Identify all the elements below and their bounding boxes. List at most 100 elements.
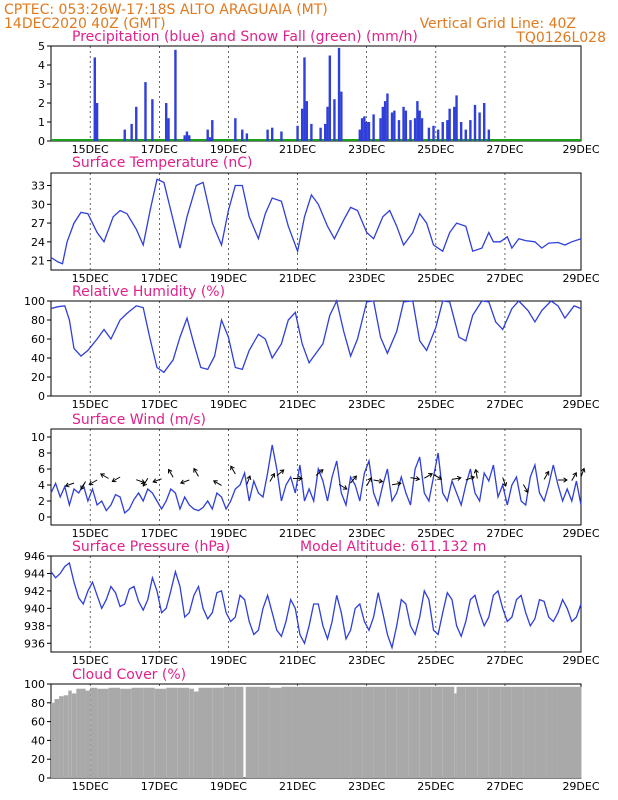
wind-arrow-head bbox=[230, 465, 235, 471]
precip-bar bbox=[280, 131, 283, 141]
date-tick-label: 17DEC bbox=[141, 527, 178, 540]
wind-arrow-head bbox=[524, 488, 529, 494]
header: CPTEC: 053:26W-17:18S ALTO ARAGUAIA (MT)… bbox=[4, 2, 606, 46]
date-tick-label: 23DEC bbox=[348, 272, 385, 285]
date-tick-label: 21DEC bbox=[279, 272, 316, 285]
wind-arrow-head bbox=[142, 481, 148, 487]
y-tick-label: 938 bbox=[24, 620, 45, 633]
temperature-title: Surface Temperature (nC) bbox=[72, 155, 253, 171]
precip-bar bbox=[340, 91, 343, 141]
cloud-cover-bar bbox=[456, 686, 466, 778]
wind-arrow-head bbox=[64, 482, 70, 488]
cloud-cover-bar bbox=[339, 686, 351, 778]
precipitation-title: Precipitation (blue) and Snow Fall (gree… bbox=[72, 29, 418, 45]
cloud-cover-bar bbox=[442, 686, 455, 778]
y-tick-label: 940 bbox=[24, 602, 45, 615]
plot-frame bbox=[50, 428, 582, 526]
precip-bar bbox=[123, 129, 126, 141]
precip-bar bbox=[367, 122, 371, 141]
date-tick-label: 19DEC bbox=[210, 272, 247, 285]
wind-arrow-head bbox=[473, 468, 479, 474]
panel-1-plot: 15DEC 17DEC 19DEC 21DEC 23DEC 25DEC 27DEC 29DEC… bbox=[31, 172, 600, 285]
cloud-cover-bar bbox=[269, 687, 282, 778]
precip-bar bbox=[464, 129, 467, 141]
precip-bar bbox=[416, 101, 419, 141]
cloud-cover-bar bbox=[511, 686, 524, 778]
cloud-cover-bar bbox=[108, 687, 121, 778]
wind-arrow-shaft bbox=[338, 484, 348, 490]
precip-bar bbox=[144, 82, 147, 141]
series-line-3 bbox=[50, 444, 582, 515]
cloud-cover-bar bbox=[193, 691, 199, 778]
date-tick-label: 29DEC bbox=[562, 780, 599, 793]
wind-arrow-shaft bbox=[350, 475, 357, 484]
precip-bar bbox=[459, 122, 463, 141]
cloud-cover-bar bbox=[258, 686, 270, 778]
precip-bar bbox=[390, 112, 394, 141]
wind-arrow-head bbox=[367, 477, 372, 482]
cloud-cover-bar bbox=[408, 686, 420, 778]
precip-bar bbox=[305, 101, 308, 141]
y-tick-label: 20 bbox=[31, 371, 45, 384]
precip-bar bbox=[404, 110, 408, 141]
date-tick-label: 17DEC bbox=[141, 398, 178, 411]
precip-bar bbox=[413, 118, 417, 141]
panel-temperature: Surface Temperature (nC) bbox=[72, 155, 253, 171]
wind-arrow-head bbox=[437, 475, 443, 480]
date-tick-label: 27DEC bbox=[486, 143, 523, 156]
cloud-cover-bar bbox=[396, 686, 409, 778]
wind-arrow-shaft bbox=[152, 478, 162, 483]
panel-2-plot: 15DEC 17DEC 19DEC 21DEC 23DEC 25DEC 27DEC 29DEC… bbox=[24, 295, 600, 411]
precip-bar bbox=[241, 129, 244, 141]
cloud-cover-bar bbox=[143, 687, 155, 778]
y-tick-label: 10 bbox=[31, 431, 45, 444]
wind-arrow-head bbox=[397, 481, 402, 487]
wind-arrow-shaft bbox=[391, 482, 401, 486]
wind-arrow-shaft bbox=[580, 468, 585, 478]
wind-arrow-shaft bbox=[193, 468, 199, 477]
wind-arrow-head bbox=[470, 475, 476, 481]
y-tick-label: 4 bbox=[38, 59, 45, 72]
y-tick-label: 6 bbox=[38, 463, 45, 476]
y-tick-label: 60 bbox=[31, 333, 45, 346]
precip-bar bbox=[453, 106, 456, 141]
date-tick-label: 21DEC bbox=[279, 654, 316, 667]
cloud-cover-bar bbox=[177, 687, 190, 778]
wind-arrow-head bbox=[580, 467, 586, 473]
wind-arrow-shaft bbox=[246, 475, 251, 485]
cloud-cover-bar bbox=[327, 686, 340, 778]
cloud-cover-bar bbox=[465, 686, 478, 778]
precip-bar bbox=[174, 49, 177, 141]
precip-bar bbox=[188, 135, 191, 141]
precip-bar bbox=[296, 125, 299, 141]
cloud-cover-bar bbox=[154, 688, 167, 778]
y-tick-label: 946 bbox=[24, 550, 45, 563]
precip-bar bbox=[397, 120, 401, 141]
panel-pressure: Surface Pressure (hPa) Model Altitude: 6… bbox=[72, 539, 486, 555]
precip-bar bbox=[365, 122, 368, 141]
y-tick-label: 40 bbox=[31, 734, 45, 747]
cloud-cover-bar bbox=[431, 686, 443, 778]
precip-bar bbox=[165, 103, 168, 141]
date-tick-label: 25DEC bbox=[417, 143, 454, 156]
model-altitude: Model Altitude: 611.132 m bbox=[300, 539, 486, 555]
cloud-cover-bar bbox=[76, 688, 81, 778]
date-tick-label: 21DEC bbox=[279, 527, 316, 540]
cloud-cover-bar bbox=[235, 686, 244, 778]
cloud-cover-bar bbox=[454, 693, 457, 778]
wind-arrow-shaft bbox=[373, 479, 383, 483]
wind-arrow-shaft bbox=[543, 471, 550, 480]
precip-bar bbox=[208, 137, 212, 141]
wind-arrow-head bbox=[246, 475, 252, 481]
panel-cloud-cover: Cloud Cover (%) bbox=[72, 667, 186, 683]
wind-arrow-shaft bbox=[269, 473, 275, 482]
cloud-cover-bar bbox=[488, 686, 501, 778]
date-tick-label: 19DEC bbox=[210, 527, 247, 540]
cloud-cover-bar bbox=[500, 686, 512, 778]
wind-arrow-head bbox=[318, 469, 324, 474]
wind-arrow-head bbox=[572, 471, 577, 477]
date-tick-label: 19DEC bbox=[210, 654, 247, 667]
cloud-cover-bar bbox=[97, 688, 109, 778]
precip-bar bbox=[326, 106, 329, 141]
date-tick-label: 29DEC bbox=[562, 143, 599, 156]
